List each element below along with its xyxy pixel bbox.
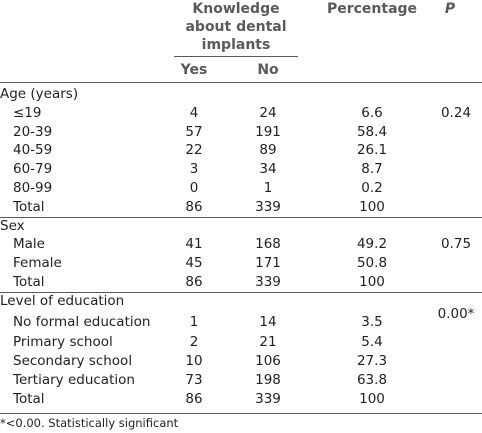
cell-pct: 6.6 <box>361 105 383 121</box>
cell-pct: 8.7 <box>361 161 383 177</box>
cell-no: 339 <box>255 199 281 215</box>
cell-no: 339 <box>255 391 281 407</box>
cell-pct: 27.3 <box>356 353 388 369</box>
cell-pct: 0.2 <box>361 180 383 196</box>
row-label: Tertiary education <box>13 372 135 388</box>
cell-yes: 2 <box>189 334 199 350</box>
row-label: 40-59 <box>13 142 53 158</box>
cell-p: 0.75 <box>440 236 472 252</box>
row-label: 20-39 <box>13 124 53 140</box>
section-title: Level of education <box>0 293 125 309</box>
header-no: No <box>257 62 279 78</box>
cell-pct: 49.2 <box>356 236 388 252</box>
cell-yes: 3 <box>189 161 199 177</box>
cell-yes: 1 <box>189 314 199 330</box>
cell-yes: 86 <box>185 199 203 215</box>
header-knowledge: Knowledge about dental implants <box>185 1 287 53</box>
bottom-rule <box>0 413 482 414</box>
cell-no: 171 <box>255 255 281 271</box>
row-label: Total <box>13 391 45 407</box>
cell-pct: 26.1 <box>356 142 388 158</box>
header-rule <box>0 82 482 83</box>
cell-pct: 3.5 <box>361 314 383 330</box>
cell-no: 339 <box>255 274 281 290</box>
header-subrule <box>174 56 298 57</box>
cell-yes: 4 <box>189 105 199 121</box>
cell-pct: 63.8 <box>356 372 388 388</box>
cell-no: 21 <box>259 334 277 350</box>
section-rule <box>0 292 482 293</box>
section-title: Age (years) <box>0 86 79 102</box>
cell-no: 24 <box>259 105 277 121</box>
cell-pct: 58.4 <box>356 124 388 140</box>
cell-yes: 45 <box>185 255 203 271</box>
cell-yes: 10 <box>185 353 203 369</box>
cell-yes: 0 <box>189 180 199 196</box>
cell-pct: 100 <box>359 274 385 290</box>
section-rule <box>0 217 482 218</box>
row-label: 80-99 <box>13 180 53 196</box>
row-label: ≤19 <box>13 105 42 121</box>
row-label: Secondary school <box>13 353 133 369</box>
cell-pct: 50.8 <box>356 255 388 271</box>
header-p: P <box>444 1 456 17</box>
cell-yes: 73 <box>185 372 203 388</box>
row-label: Primary school <box>13 334 113 350</box>
cell-no: 89 <box>259 142 277 158</box>
cell-yes: 41 <box>185 236 203 252</box>
section-title: Sex <box>0 218 25 234</box>
cell-no: 191 <box>255 124 281 140</box>
cell-p: 0.24 <box>440 105 472 121</box>
row-label: Total <box>13 199 45 215</box>
cell-no: 34 <box>259 161 277 177</box>
cell-no: 198 <box>255 372 281 388</box>
row-label: Total <box>13 274 45 290</box>
row-label: 60-79 <box>13 161 53 177</box>
cell-pct: 100 <box>359 391 385 407</box>
cell-no: 14 <box>259 314 277 330</box>
cell-no: 1 <box>263 180 273 196</box>
cell-yes: 22 <box>185 142 203 158</box>
footnote: *<0.00. Statistically significant <box>0 416 179 430</box>
cell-yes: 86 <box>185 274 203 290</box>
cell-p: 0.00* <box>437 306 475 322</box>
row-label: No formal education <box>13 314 151 330</box>
cell-pct: 5.4 <box>361 334 383 350</box>
header-percentage: Percentage <box>326 1 418 17</box>
cell-pct: 100 <box>359 199 385 215</box>
cell-yes: 57 <box>185 124 203 140</box>
row-label: Female <box>13 255 62 271</box>
cell-no: 106 <box>255 353 281 369</box>
cell-yes: 86 <box>185 391 203 407</box>
header-yes: Yes <box>180 62 208 78</box>
cell-no: 168 <box>255 236 281 252</box>
row-label: Male <box>13 236 45 252</box>
